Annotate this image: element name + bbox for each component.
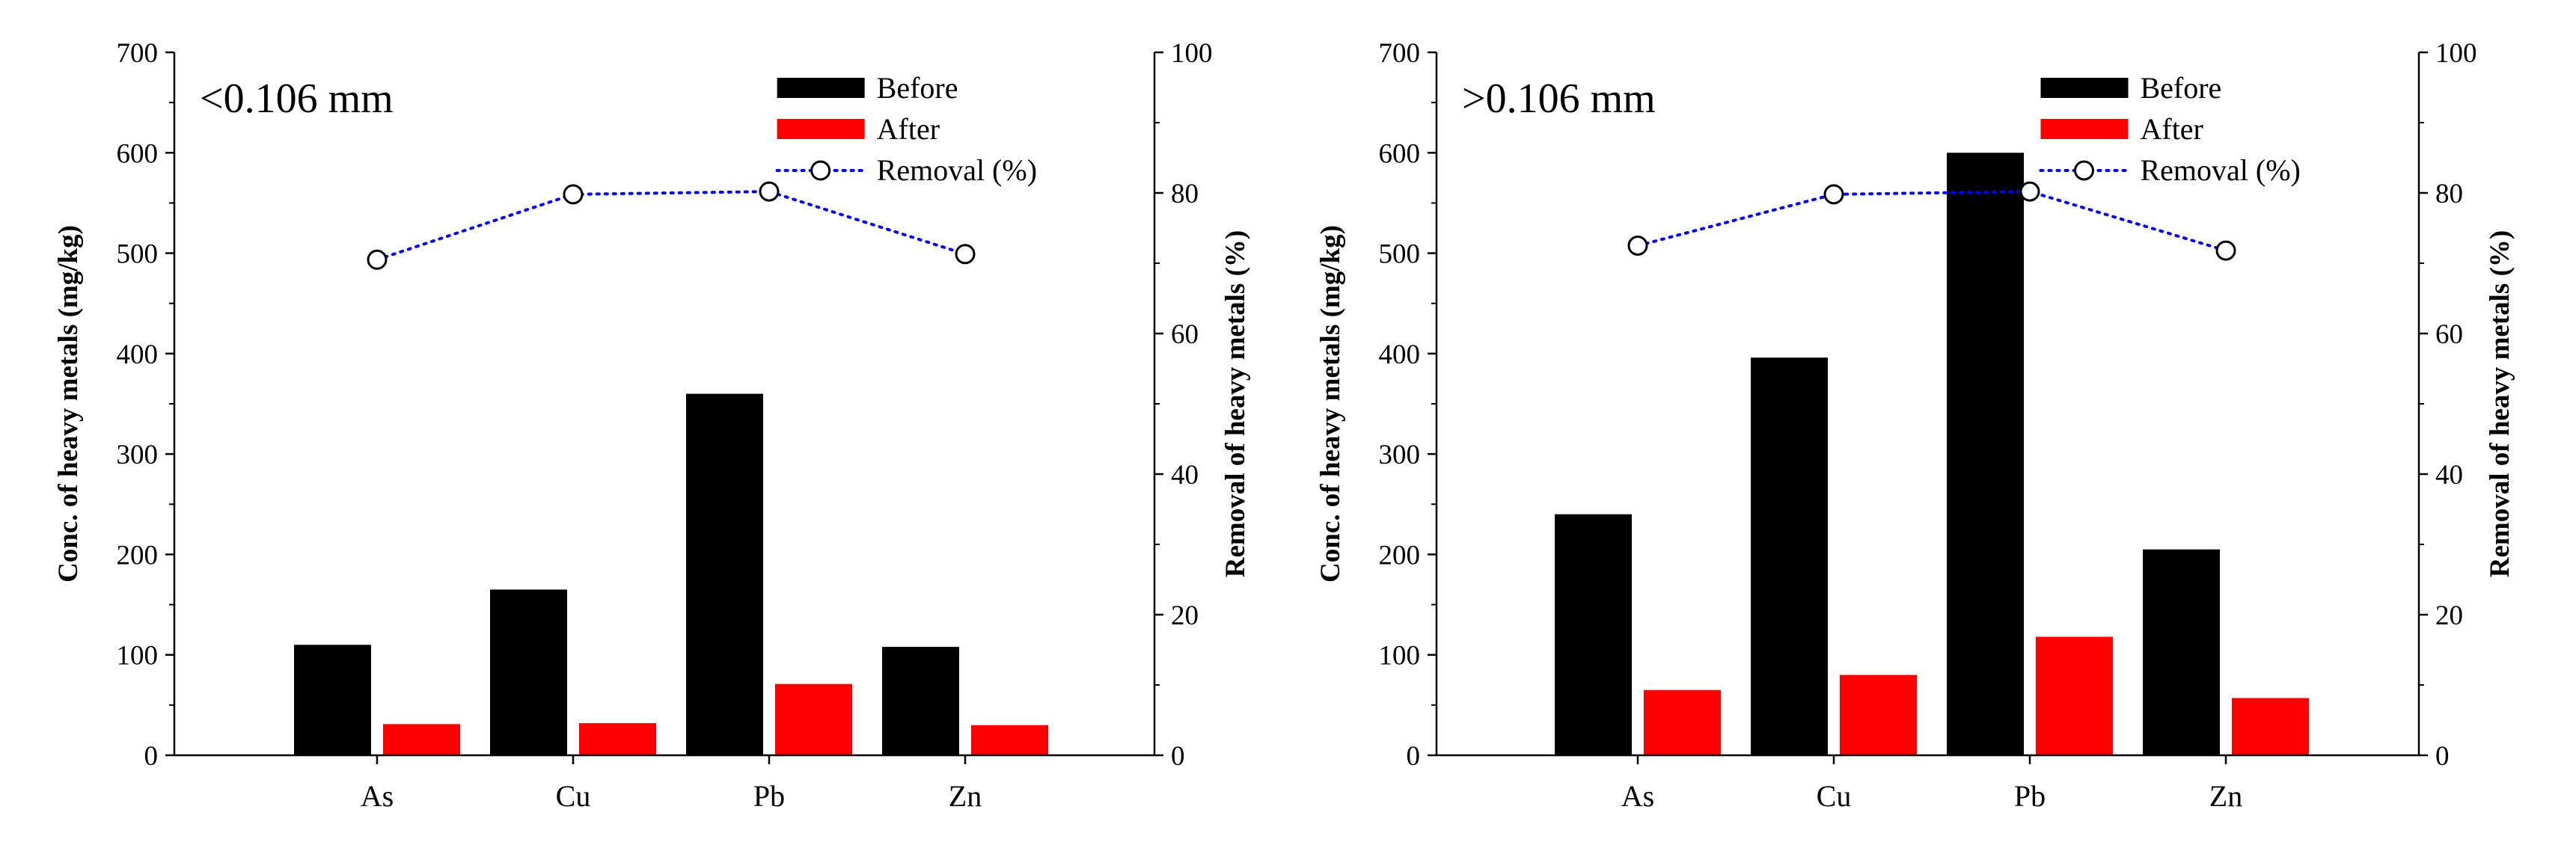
- removal-point-as: [367, 249, 388, 270]
- right-tick-label: 80: [1171, 179, 1199, 209]
- legend-swatch-after: [2040, 119, 2129, 139]
- bar-after-as: [1644, 689, 1721, 755]
- left-tick-label: 100: [1379, 641, 1421, 672]
- panel-fine-fraction: 0 100 200 300 400 500 600 700 0 20 40 60 80 100 As Cu Pb…: [53, 38, 1251, 813]
- bar-before-pb: [686, 393, 763, 755]
- removal-point-zn: [2215, 240, 2236, 261]
- category-label-as: As: [1621, 779, 1654, 813]
- right-tick-label: 40: [2435, 460, 2463, 491]
- left-tick-label: 300: [117, 440, 159, 470]
- bar-before-pb: [1947, 153, 2024, 756]
- bar-after-pb: [2036, 636, 2113, 755]
- legend-swatch-before: [777, 78, 865, 98]
- removal-point-as: [1627, 236, 1648, 256]
- panel-coarse-fraction: 0 100 200 300 400 500 600 700 0 20 40 60 80 100 As Cu Pb…: [1315, 38, 2515, 813]
- legend-swatch-after: [777, 119, 865, 139]
- category-label-as: As: [361, 779, 394, 813]
- y-axis-title-right: Removal of heavy metals (%): [2485, 230, 2515, 577]
- left-tick-label: 0: [144, 741, 159, 772]
- bar-after-cu: [1840, 675, 1917, 755]
- bar-after-zn: [971, 725, 1048, 755]
- y-axis-title-left: Conc. of heavy metals (mg/kg): [53, 225, 84, 583]
- right-tick-label: 100: [1171, 38, 1213, 69]
- left-tick-label: 500: [1379, 239, 1421, 270]
- left-tick-label: 200: [1379, 540, 1421, 571]
- legend-label-removal: Removal (%): [877, 153, 1037, 187]
- removal-line: [376, 190, 967, 262]
- bar-before-zn: [882, 646, 959, 755]
- bar-after-cu: [579, 723, 656, 755]
- left-tick-label: 300: [1379, 440, 1421, 470]
- left-tick-label: 0: [1407, 741, 1421, 772]
- legend-label-after: After: [2140, 112, 2203, 146]
- left-tick-label: 700: [1379, 38, 1421, 69]
- left-tick-label: 100: [117, 641, 159, 672]
- category-label-pb: Pb: [753, 779, 785, 813]
- category-label-cu: Cu: [1817, 779, 1852, 813]
- removal-point-pb: [759, 181, 780, 202]
- bar-before-as: [1555, 514, 1632, 755]
- removal-point-cu: [1823, 184, 1844, 205]
- right-tick-label: 20: [2435, 600, 2463, 631]
- legend-swatch-before: [2040, 78, 2129, 98]
- right-tick-label: 20: [1171, 600, 1199, 631]
- right-tick-label: 60: [2435, 319, 2463, 350]
- bar-after-as: [383, 724, 460, 755]
- category-label-zn: Zn: [2209, 779, 2242, 813]
- removal-point-cu: [563, 184, 584, 205]
- left-tick-label: 600: [1379, 138, 1421, 169]
- right-tick-label: 80: [2435, 179, 2463, 209]
- left-tick-label: 600: [117, 138, 159, 169]
- category-label-pb: Pb: [2014, 779, 2046, 813]
- legend-swatch-removal-marker: [810, 160, 831, 181]
- right-tick-label: 60: [1171, 319, 1199, 350]
- legend-label-before: Before: [2140, 71, 2221, 105]
- bar-before-as: [294, 645, 371, 755]
- bar-before-cu: [1751, 357, 1828, 755]
- legend-swatch-removal-marker: [2073, 160, 2094, 181]
- y-axis-title-right: Removal of heavy metals (%): [1220, 230, 1251, 577]
- left-tick-label: 400: [1379, 339, 1421, 370]
- left-tick-label: 500: [117, 239, 159, 270]
- bar-before-cu: [490, 589, 567, 755]
- right-tick-label: 100: [2435, 38, 2477, 69]
- panel-title: <0.106 mm: [200, 76, 394, 122]
- right-tick-label: 0: [2435, 741, 2450, 772]
- bar-after-pb: [775, 683, 852, 755]
- left-tick-label: 200: [117, 540, 159, 571]
- category-label-cu: Cu: [556, 779, 591, 813]
- left-tick-label: 700: [117, 38, 159, 69]
- legend-label-before: Before: [877, 71, 958, 105]
- y-axis-title-left: Conc. of heavy metals (mg/kg): [1315, 225, 1346, 583]
- left-tick-label: 400: [117, 339, 159, 370]
- category-label-zn: Zn: [949, 779, 982, 813]
- removal-line: [1636, 190, 2227, 253]
- bar-after-zn: [2232, 698, 2309, 755]
- removal-point-zn: [955, 244, 976, 265]
- removal-point-pb: [2019, 181, 2040, 202]
- right-tick-label: 40: [1171, 460, 1199, 491]
- legend-label-removal: Removal (%): [2140, 153, 2300, 187]
- right-tick-label: 0: [1171, 741, 1185, 772]
- panel-title: >0.106 mm: [1462, 76, 1656, 122]
- bar-before-zn: [2143, 549, 2220, 755]
- legend-label-after: After: [877, 112, 940, 146]
